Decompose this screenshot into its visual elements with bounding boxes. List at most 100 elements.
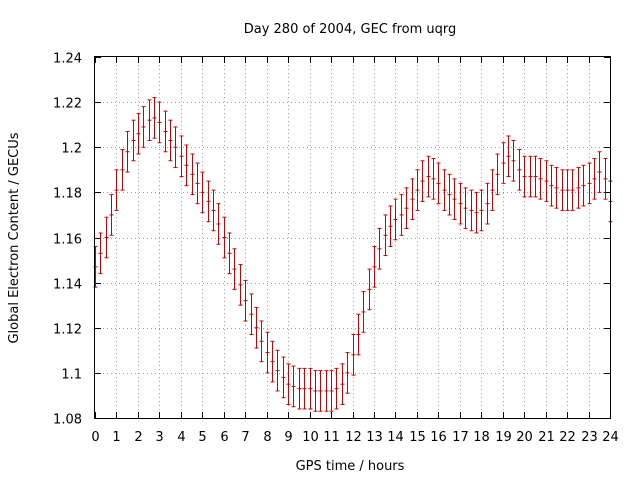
error-bar [399, 194, 404, 236]
error-bar [393, 198, 398, 241]
error-bar [163, 110, 168, 153]
error-bar [511, 139, 516, 182]
error-bar [436, 162, 441, 205]
x-tick-label: 4 [177, 430, 185, 445]
error-bar [549, 164, 554, 207]
error-bar [592, 158, 597, 200]
y-tick-label: 1.1 [61, 368, 82, 383]
error-bar [377, 227, 382, 270]
error-bar [372, 246, 377, 288]
x-tick-label: 2 [134, 430, 142, 445]
x-tick-label: 12 [345, 430, 362, 445]
y-tick-label: 1.14 [53, 278, 82, 293]
y-tick-label: 1.2 [61, 142, 82, 157]
error-bar [184, 144, 189, 187]
error-bar [383, 214, 388, 257]
error-bar [345, 352, 350, 394]
x-tick-label: 18 [473, 430, 490, 445]
error-bar [243, 279, 248, 322]
error-bar [447, 173, 452, 216]
error-bar [152, 97, 157, 139]
x-axis-title: GPS time / hours [296, 459, 405, 474]
error-bar [506, 135, 511, 178]
series-layer [93, 97, 613, 412]
error-bar [329, 370, 334, 412]
error-bar [490, 169, 495, 211]
x-tick-label: 9 [284, 430, 292, 445]
error-bar [420, 160, 425, 202]
error-bar [581, 164, 586, 207]
error-bar [259, 320, 264, 363]
error-bar [479, 189, 484, 232]
y-axis-title: Global Electron Content / GECUs [7, 132, 22, 343]
error-bar [232, 248, 237, 290]
error-bar [570, 169, 575, 211]
error-bar [227, 232, 232, 275]
error-bar [216, 203, 221, 245]
error-bar [495, 153, 500, 196]
x-tick-label: 3 [155, 430, 163, 445]
error-bar [297, 367, 302, 410]
error-bar [538, 158, 543, 200]
error-bar [463, 187, 468, 229]
x-tick-label: 22 [559, 430, 576, 445]
error-bar [157, 101, 162, 144]
error-bar [286, 363, 291, 405]
y-tick-label: 1.22 [53, 97, 82, 112]
error-bar [249, 293, 254, 336]
error-bar [576, 167, 581, 209]
error-bar [351, 334, 356, 376]
x-tick-label: 6 [220, 430, 228, 445]
error-bar [356, 313, 361, 356]
y-tick-label: 1.24 [53, 52, 82, 67]
error-bar [131, 119, 136, 162]
error-bar [554, 167, 559, 209]
error-bar [211, 189, 216, 232]
tick-layer [95, 57, 611, 419]
x-tick-label: 16 [430, 430, 447, 445]
error-bar [104, 216, 109, 259]
error-bar [565, 169, 570, 211]
label-layer: 0 1 2 3 4 5 6 7 8 9 10 11 12 13 14 15 16 17 18 19 20 21 22 23 24… [53, 52, 619, 446]
error-bar [587, 162, 592, 205]
error-bar [195, 162, 200, 205]
error-bar [125, 130, 130, 173]
error-bar [404, 187, 409, 229]
x-tick-label: 19 [495, 430, 512, 445]
x-tick-label: 13 [366, 430, 383, 445]
error-bar [388, 205, 393, 248]
x-tick-label: 14 [387, 430, 404, 445]
x-tick-label: 24 [602, 430, 619, 445]
error-bar [254, 306, 259, 349]
error-bar [474, 191, 479, 234]
error-bar [533, 155, 538, 198]
error-bar [485, 182, 490, 225]
error-bar [238, 264, 243, 306]
x-tick-label: 5 [198, 430, 206, 445]
error-bar [206, 180, 211, 223]
error-bar [517, 149, 522, 191]
error-bar [544, 160, 549, 202]
error-bar [452, 178, 457, 220]
x-tick-label: 15 [409, 430, 426, 445]
error-bar [318, 370, 323, 412]
x-tick-label: 8 [263, 430, 271, 445]
chart-title: Day 280 of 2004, GEC from uqrg [244, 22, 457, 37]
error-bar [222, 216, 227, 259]
error-bar [597, 151, 602, 193]
grid-layer [95, 57, 610, 418]
error-bar [190, 153, 195, 196]
error-bar [458, 182, 463, 225]
error-bar [200, 171, 205, 214]
error-bar [168, 119, 173, 162]
error-bar [442, 169, 447, 211]
error-bar [114, 169, 119, 211]
x-tick-label: 7 [241, 430, 249, 445]
error-bar [291, 365, 296, 408]
error-bar [528, 155, 533, 198]
x-tick-label: 23 [581, 430, 598, 445]
error-bar [136, 112, 141, 155]
x-tick-label: 10 [302, 430, 319, 445]
error-bar [361, 291, 366, 333]
